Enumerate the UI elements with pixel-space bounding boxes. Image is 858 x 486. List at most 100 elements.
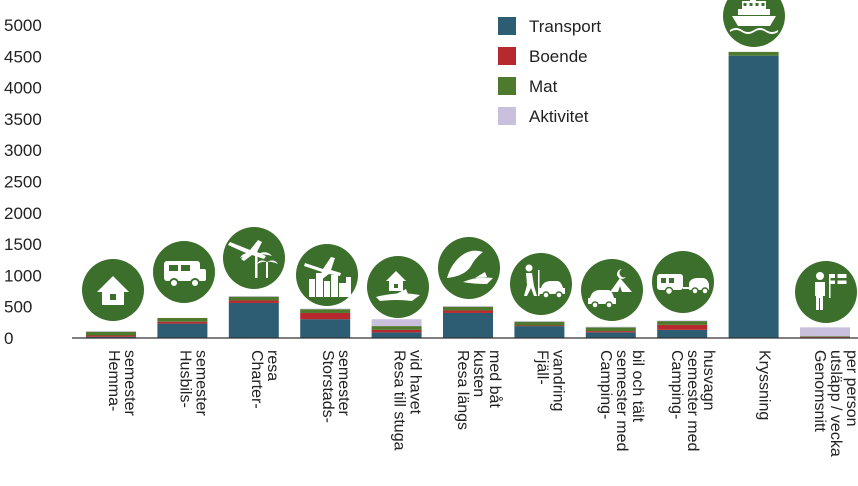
- person-flag-icon: [795, 261, 857, 323]
- legend-label-transport: Transport: [529, 17, 601, 36]
- bar-segment-mat: [371, 326, 422, 330]
- legend-swatch-aktivitet: [498, 107, 516, 125]
- bar-segment-aktivitet: [514, 321, 565, 322]
- legend-swatch-mat: [498, 77, 516, 95]
- bar-segment-mat: [228, 296, 279, 301]
- bar-segment-transport: [443, 312, 493, 338]
- legend: Transport Boende Mat Aktivitet: [498, 17, 601, 126]
- bar-segment-transport: [514, 326, 565, 338]
- y-tick-label: 4000: [4, 79, 42, 98]
- x-category-label: Resa längs: [454, 350, 471, 430]
- y-tick-label: 2000: [4, 204, 42, 223]
- x-category-label: semester med: [684, 350, 701, 451]
- bar-segment-mat: [800, 336, 850, 337]
- bar-segment-boende: [800, 336, 850, 338]
- bar-segment-transport: [228, 302, 279, 338]
- category-icons: [82, 0, 857, 323]
- bar-segment-aktivitet: [300, 308, 351, 310]
- x-category-label: semester med: [613, 350, 630, 451]
- bar-segment-boende: [86, 335, 136, 337]
- x-category-label: semester: [335, 350, 352, 416]
- bar-segment-mat: [657, 321, 708, 325]
- camper-icon: [153, 241, 215, 303]
- legend-label-mat: Mat: [529, 77, 558, 96]
- x-category-label: kusten: [470, 350, 487, 397]
- legend-label-boende: Boende: [529, 47, 588, 66]
- x-category-label: vandring: [549, 350, 566, 411]
- bar-segment-mat: [585, 327, 636, 332]
- bar-segment-mat: [514, 321, 565, 326]
- x-category-label: Camping-: [597, 350, 614, 419]
- bar-segment-aktivitet: [657, 320, 708, 322]
- bar-segment-aktivitet: [371, 319, 422, 327]
- x-category-label: Husbils-: [176, 350, 193, 408]
- y-tick-label: 3500: [4, 110, 42, 129]
- x-category-label: resa: [264, 350, 281, 381]
- bar-segment-aktivitet: [228, 296, 279, 297]
- bar-segment-transport: [585, 332, 636, 338]
- plane-palm-icon: [223, 227, 285, 289]
- y-tick-label: 1000: [4, 266, 42, 285]
- y-tick-label: 1500: [4, 235, 42, 254]
- x-category-label: Genomsnitt: [811, 350, 828, 432]
- bar-segment-boende: [585, 331, 636, 333]
- x-category-label: Camping-: [668, 350, 685, 419]
- bar-segment-boende: [514, 325, 565, 327]
- x-category-label: per person: [843, 350, 858, 427]
- caravan-icon: [652, 251, 714, 313]
- bar-segment-transport: [300, 319, 351, 338]
- x-category-label: Resa till stuga: [391, 350, 408, 451]
- bar-segment-boende: [371, 329, 422, 333]
- bar-segment-aktivitet: [86, 331, 136, 332]
- x-category-label: Fjäll-: [533, 350, 550, 385]
- legend-swatch-boende: [498, 47, 516, 65]
- bar-segment-mat: [300, 309, 351, 313]
- bar-segment-transport: [86, 336, 136, 338]
- bar-segment-mat: [443, 306, 493, 311]
- bar-segment-boende: [300, 312, 351, 320]
- bar-segment-aktivitet: [800, 327, 850, 337]
- house-icon: [82, 259, 144, 321]
- hiker-car-icon: [510, 253, 572, 315]
- bar-segment-aktivitet: [585, 326, 636, 328]
- bar-segment-mat: [86, 331, 136, 336]
- y-axis: 0 500 1000 1500 2000 2500 3000 3500 4000 4500 5000: [4, 16, 42, 348]
- x-category-label: Kryssning: [756, 350, 773, 420]
- x-category-label: bil och tält: [629, 350, 646, 423]
- x-category-label: vid havet: [407, 350, 424, 415]
- bar-segment-transport: [657, 329, 708, 338]
- x-category-label: Charter-: [248, 350, 265, 409]
- legend-swatch-transport: [498, 17, 516, 35]
- bar-segment-boende: [657, 324, 708, 330]
- tent-car-icon: [581, 259, 643, 321]
- y-tick-label: 5000: [4, 16, 42, 35]
- bar-segment-mat: [728, 51, 779, 56]
- x-category-label: med båt: [486, 350, 504, 408]
- bar-segment-transport: [157, 323, 208, 338]
- cabin-boat-icon: [367, 256, 429, 318]
- bar-segment-transport: [728, 55, 779, 338]
- x-category-label: Hemma-: [105, 350, 122, 411]
- y-tick-label: 500: [4, 298, 32, 317]
- ship-icon: [723, 0, 785, 47]
- bars: [72, 51, 858, 339]
- bar-segment-boende: [157, 321, 208, 324]
- bar-segment-boende: [443, 310, 493, 313]
- bar-segment-aktivitet: [443, 306, 493, 307]
- x-category-label: Storstads-: [319, 350, 336, 423]
- y-tick-label: 3000: [4, 141, 42, 160]
- coast-boat-icon: [438, 237, 500, 299]
- bar-segment-transport: [371, 332, 422, 338]
- x-category-label: utsläpp / vecka: [827, 350, 844, 457]
- bar-segment-boende: [228, 300, 279, 303]
- x-category-label: husvagn: [700, 350, 717, 411]
- plane-city-icon: [296, 244, 358, 306]
- x-category-label: semester: [121, 350, 138, 416]
- y-tick-label: 0: [4, 329, 13, 348]
- legend-label-aktivitet: Aktivitet: [529, 107, 589, 126]
- x-category-label: semester: [192, 350, 209, 416]
- y-tick-label: 2500: [4, 173, 42, 192]
- bar-segment-mat: [157, 317, 208, 322]
- y-tick-label: 4500: [4, 47, 42, 66]
